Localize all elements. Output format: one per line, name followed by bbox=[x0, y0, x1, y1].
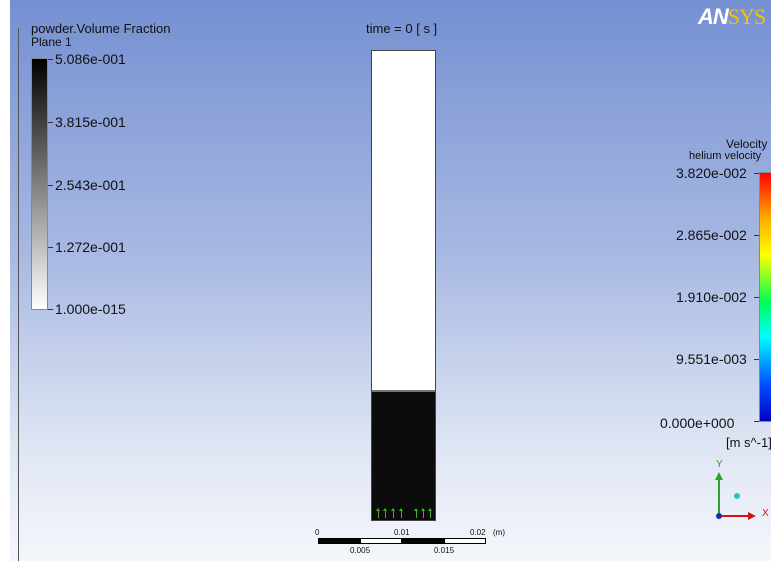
vel-tick-label: 2.865e-002 bbox=[676, 227, 747, 243]
ansys-logo: ANSYS bbox=[698, 4, 766, 29]
legend-tick bbox=[48, 122, 53, 123]
vf-tick-label: 3.815e-001 bbox=[55, 114, 126, 130]
legend-tick bbox=[754, 421, 759, 422]
vel-tick-label: 9.551e-003 bbox=[676, 351, 747, 367]
scale-label: 0.015 bbox=[434, 546, 455, 555]
velocity-vector-arrow bbox=[428, 508, 432, 518]
rotation-center-marker bbox=[734, 493, 740, 499]
scale-label: 0.02 bbox=[470, 528, 486, 537]
x-axis-arrowhead bbox=[748, 512, 756, 520]
legend-tick bbox=[48, 247, 53, 248]
vf-tick-label: 5.086e-001 bbox=[55, 51, 126, 67]
scale-label: 0 bbox=[315, 528, 320, 537]
velocity-vector-arrow bbox=[414, 508, 418, 518]
vel-tick-label: 1.910e-002 bbox=[676, 289, 747, 305]
velocity-vector-arrow bbox=[376, 508, 380, 518]
velocity-vector-arrow bbox=[399, 508, 403, 518]
scale-label: 0.01 bbox=[394, 528, 410, 537]
y-axis-arrowhead bbox=[715, 472, 723, 480]
legend-tick bbox=[754, 235, 759, 236]
legend-tick bbox=[48, 309, 53, 310]
scale-segment bbox=[318, 538, 360, 544]
legend-tick bbox=[48, 59, 53, 60]
volume-fraction-color-bar bbox=[31, 58, 48, 310]
legend-tick bbox=[754, 297, 759, 298]
scale-segment bbox=[402, 538, 444, 544]
time-label: time = 0 [ s ] bbox=[366, 21, 438, 36]
vel-tick-label: 0.000e+000 bbox=[660, 415, 735, 431]
vf-tick-label: 2.543e-001 bbox=[55, 177, 126, 193]
vel-tick-label: 3.820e-002 bbox=[676, 165, 747, 181]
velocity-color-bar bbox=[759, 172, 771, 422]
powder-bed-region bbox=[372, 389, 435, 520]
volume-fraction-legend-title: powder.Volume Fraction bbox=[31, 21, 171, 36]
axis-triad-icon[interactable]: Y X bbox=[708, 458, 771, 524]
vf-tick-label: 1.272e-001 bbox=[55, 239, 126, 255]
velocity-legend-title: Velocity bbox=[726, 137, 768, 151]
vf-tick-label: 1.000e-015 bbox=[55, 301, 126, 317]
y-axis-label: Y bbox=[716, 459, 723, 470]
velocity-vector-arrow bbox=[421, 508, 425, 518]
scale-label: 0.005 bbox=[350, 546, 371, 555]
scale-label: (m) bbox=[493, 528, 505, 537]
velocity-vector-arrow bbox=[391, 508, 395, 518]
fluidized-bed-column[interactable] bbox=[371, 50, 436, 521]
velocity-legend-subtitle: helium velocity bbox=[689, 150, 762, 162]
volume-fraction-legend-subtitle: Plane 1 bbox=[31, 35, 72, 49]
scale-segment bbox=[444, 538, 486, 544]
viewport-3d[interactable]: powder.Volume Fraction Plane 1 5.086e-00… bbox=[10, 0, 771, 561]
z-axis-origin bbox=[716, 513, 722, 519]
legend-tick bbox=[754, 173, 759, 174]
scale-segment bbox=[360, 538, 402, 544]
legend-tick bbox=[754, 359, 759, 360]
x-axis-label: X bbox=[762, 508, 769, 519]
legend-tick bbox=[48, 185, 53, 186]
velocity-unit-label: [m s^-1] bbox=[726, 435, 771, 450]
frame-border bbox=[18, 28, 19, 561]
velocity-vector-arrow bbox=[383, 508, 387, 518]
